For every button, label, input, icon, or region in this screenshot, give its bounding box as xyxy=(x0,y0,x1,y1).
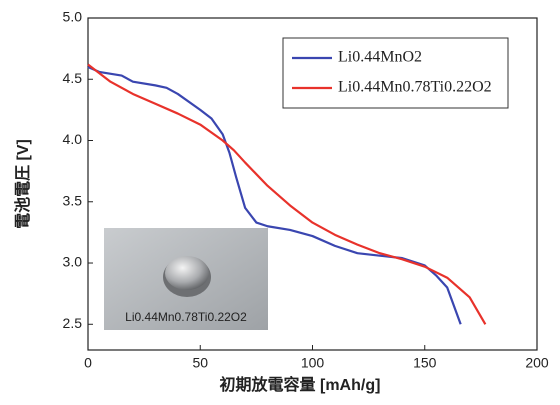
legend-label: Li0.44Mn0.78Ti0.22O2 xyxy=(338,79,492,96)
y-axis-label: 電池電圧 [V] xyxy=(13,139,32,229)
x-tick-label: 200 xyxy=(525,355,549,371)
y-tick-label: 3.0 xyxy=(63,254,83,270)
x-tick-label: 50 xyxy=(192,355,208,371)
inset-label: Li0.44Mn0.78Ti0.22O2 xyxy=(125,310,247,324)
chart: 初期放電容量 [mAh/g] 電池電圧 [V] Li0.44Mn0.78Ti0.… xyxy=(0,0,560,405)
x-axis-label: 初期放電容量 [mAh/g] xyxy=(220,375,381,394)
y-tick-label: 3.5 xyxy=(63,192,83,208)
x-tick-label: 0 xyxy=(84,355,92,371)
legend-label: Li0.44MnO2 xyxy=(338,49,422,66)
y-tick-label: 4.5 xyxy=(63,70,83,86)
x-tick-label: 100 xyxy=(301,355,325,371)
page: 初期放電容量 [mAh/g] 電池電圧 [V] Li0.44Mn0.78Ti0.… xyxy=(0,0,560,405)
y-tick-label: 4.0 xyxy=(63,131,83,147)
y-tick-label: 5.0 xyxy=(63,9,83,25)
y-tick-label: 2.5 xyxy=(63,315,83,331)
x-tick-label: 150 xyxy=(413,355,437,371)
